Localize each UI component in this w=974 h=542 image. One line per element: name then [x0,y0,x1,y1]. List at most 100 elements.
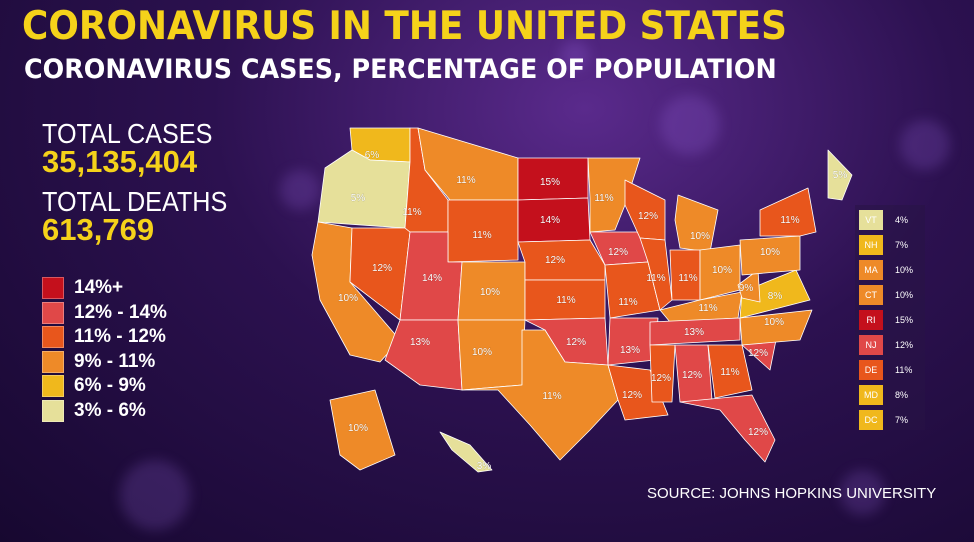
state-label-hi: 3% [477,461,492,472]
state-label-mn: 11% [594,193,613,204]
state-label-id: 11% [402,207,421,218]
state-label-ny: 11% [780,215,799,226]
legend-swatch [42,301,64,324]
state-label-ar: 13% [620,345,640,356]
state-label-mo: 11% [618,297,637,308]
state-label-ms: 12% [651,373,671,384]
state-ak [329,389,396,471]
state-label-sc: 12% [748,348,768,359]
legend-swatch [42,375,64,398]
state-tn [649,317,741,346]
northeast-state-abbr: CT [859,285,883,305]
state-label-nm: 10% [472,347,492,358]
legend-swatch [42,326,64,349]
northeast-states-table: VT 4% NH 7% MA 10% CT 10% RI 15% NJ 12% DE 11% MD 8% DC 7… [855,205,925,430]
total-deaths-value: 613,769 [42,212,155,247]
legend-item: 3% - 6% [42,399,167,424]
northeast-state-abbr: RI [859,310,883,330]
legend-item: 14%+ [42,276,167,301]
state-az [384,319,463,391]
legend-item: 9% - 11% [42,350,167,375]
state-label-sd: 14% [540,215,560,226]
northeast-state-abbr: DE [859,360,883,380]
legend-swatch [42,350,64,373]
state-label-pa: 10% [760,247,780,258]
state-label-wi: 12% [638,211,658,222]
legend-label: 6% - 9% [74,375,146,397]
state-me [827,149,853,201]
state-ny [759,187,817,237]
northeast-state-abbr: VT [859,210,883,230]
state-label-tn: 13% [684,327,704,338]
legend-label: 14%+ [74,277,124,299]
legend-label: 11% - 12% [74,326,166,348]
northeast-state-pct: 4% [895,215,909,225]
state-label-co: 10% [480,287,500,298]
state-label-fl: 12% [748,427,768,438]
state-label-ut: 14% [422,273,442,284]
state-label-va: 8% [768,291,783,302]
state-label-mt: 11% [456,175,475,186]
state-mn [587,157,641,233]
state-ga [707,344,753,399]
total-deaths-label: TOTAL DEATHS [42,186,228,217]
northeast-row: NJ 12% [855,334,925,356]
legend-swatch [42,399,64,422]
northeast-state-pct: 7% [895,240,909,250]
northeast-state-pct: 8% [895,390,909,400]
state-label-il: 11% [646,273,665,284]
page-subtitle: CORONAVIRUS CASES, PERCENTAGE OF POPULAT… [24,54,777,85]
state-label-az: 13% [410,337,430,348]
page-title: CORONAVIRUS IN THE UNITED STATES [22,4,788,49]
northeast-row: DC 7% [855,409,925,431]
state-va [739,269,811,319]
northeast-state-pct: 15% [895,315,914,325]
state-mi [674,194,719,253]
state-label-nv: 12% [372,263,392,274]
state-il [639,237,673,311]
legend-label: 3% - 6% [74,399,146,421]
state-label-me: 5% [833,170,848,181]
northeast-state-pct: 7% [895,415,909,425]
northeast-state-pct: 11% [895,365,913,375]
state-ky [659,291,743,323]
northeast-row: VT 4% [855,209,925,231]
legend-label: 9% - 11% [74,350,156,372]
northeast-row: MA 10% [855,259,925,281]
state-label-ky: 11% [698,303,717,314]
total-cases-label: TOTAL CASES [42,118,213,149]
northeast-row: CT 10% [855,284,925,306]
northeast-state-pct: 10% [895,290,914,300]
northeast-row: DE 11% [855,359,925,381]
state-label-ga: 11% [720,367,739,378]
state-label-ak: 10% [348,423,368,434]
northeast-row: NH 7% [855,234,925,256]
legend-item: 12% - 14% [42,301,167,326]
northeast-state-pct: 12% [895,340,914,350]
legend-item: 6% - 9% [42,374,167,399]
state-wi [624,179,666,241]
state-label-oh: 10% [712,265,732,276]
state-label-ca: 10% [338,293,358,304]
state-tx [461,329,619,461]
state-label-wa: 6% [365,150,380,161]
state-wv [737,269,761,303]
state-label-ne: 12% [545,255,565,266]
state-label-ia: 12% [608,247,628,258]
state-label-or: 5% [351,193,366,204]
state-pa [739,235,801,276]
state-label-ks: 11% [556,295,575,306]
northeast-state-abbr: MD [859,385,883,405]
northeast-row: RI 15% [855,309,925,331]
northeast-state-pct: 10% [895,265,914,275]
state-label-ok: 12% [566,337,586,348]
state-label-mi: 10% [690,231,710,242]
state-fl [679,394,776,463]
source-credit: SOURCE: JOHNS HOPKINS UNIVERSITY [647,485,937,502]
state-or [317,149,411,229]
state-label-in: 11% [678,273,697,284]
state-label-wy: 11% [472,230,491,241]
state-label-nd: 15% [540,177,560,188]
legend-swatch [42,277,64,300]
